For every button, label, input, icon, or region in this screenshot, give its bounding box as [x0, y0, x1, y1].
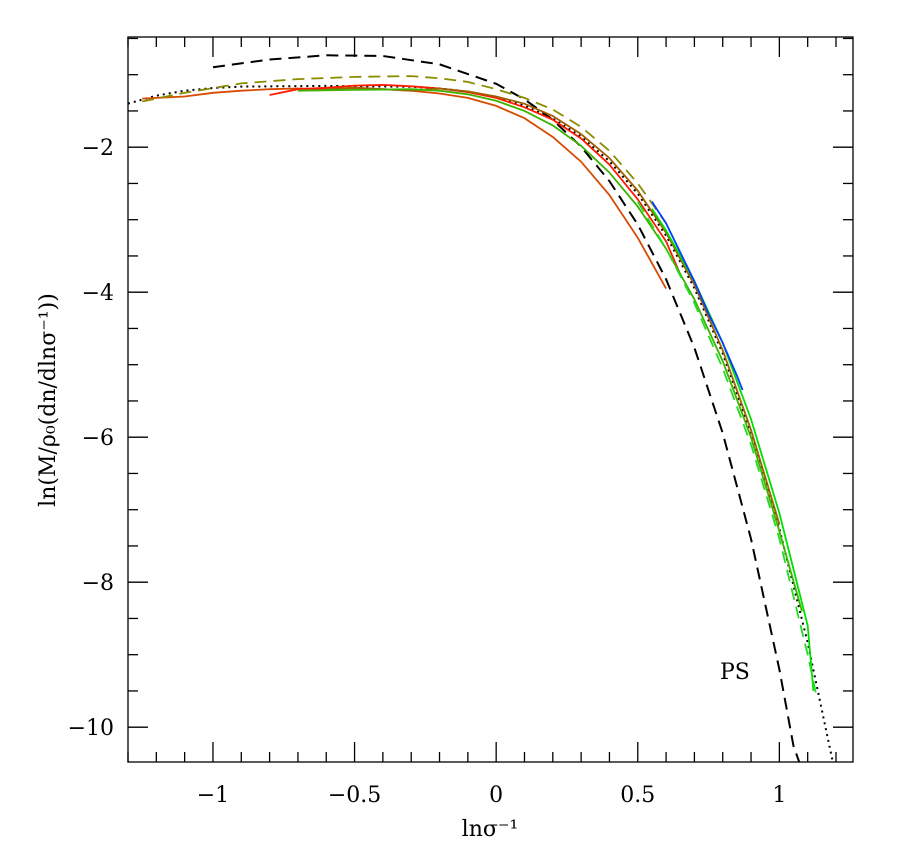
ticks: [127, 37, 853, 762]
series-line-7: [651, 208, 815, 691]
x-tick-label: 0: [489, 783, 503, 808]
y-tick-label: −10: [68, 716, 114, 741]
y-tick-label: −4: [82, 281, 114, 306]
x-tick-labels: −1 −0.5 0 0.5 1: [197, 783, 787, 808]
series-line-5: [142, 75, 667, 224]
y-tick-label: −6: [82, 426, 114, 451]
x-tick-label: 1: [772, 783, 786, 808]
series-line-4: [326, 86, 781, 525]
series-line-0: [212, 54, 801, 762]
y-tick-label: −8: [82, 571, 114, 596]
series-layer: [128, 54, 834, 762]
plot-frame: [127, 36, 854, 763]
y-tick-label: −2: [82, 136, 114, 161]
series-line-6: [297, 88, 803, 612]
series-line-8: [637, 201, 818, 695]
series-line-9: [651, 201, 744, 391]
series-line-3: [269, 83, 682, 275]
series-line-2: [142, 86, 667, 290]
x-axis-label: lnσ⁻¹: [462, 817, 519, 842]
x-tick-label: −0.5: [328, 783, 381, 808]
y-axis-label: ln(M/ρ₀(dn/dlnσ⁻¹)): [36, 293, 61, 507]
y-tick-labels: −2 −4 −6 −8 −10: [68, 136, 114, 741]
x-tick-label: −1: [197, 783, 229, 808]
annotation-ps: PS: [720, 660, 750, 685]
series-line-1: [128, 84, 834, 762]
x-tick-label: 0.5: [620, 783, 655, 808]
